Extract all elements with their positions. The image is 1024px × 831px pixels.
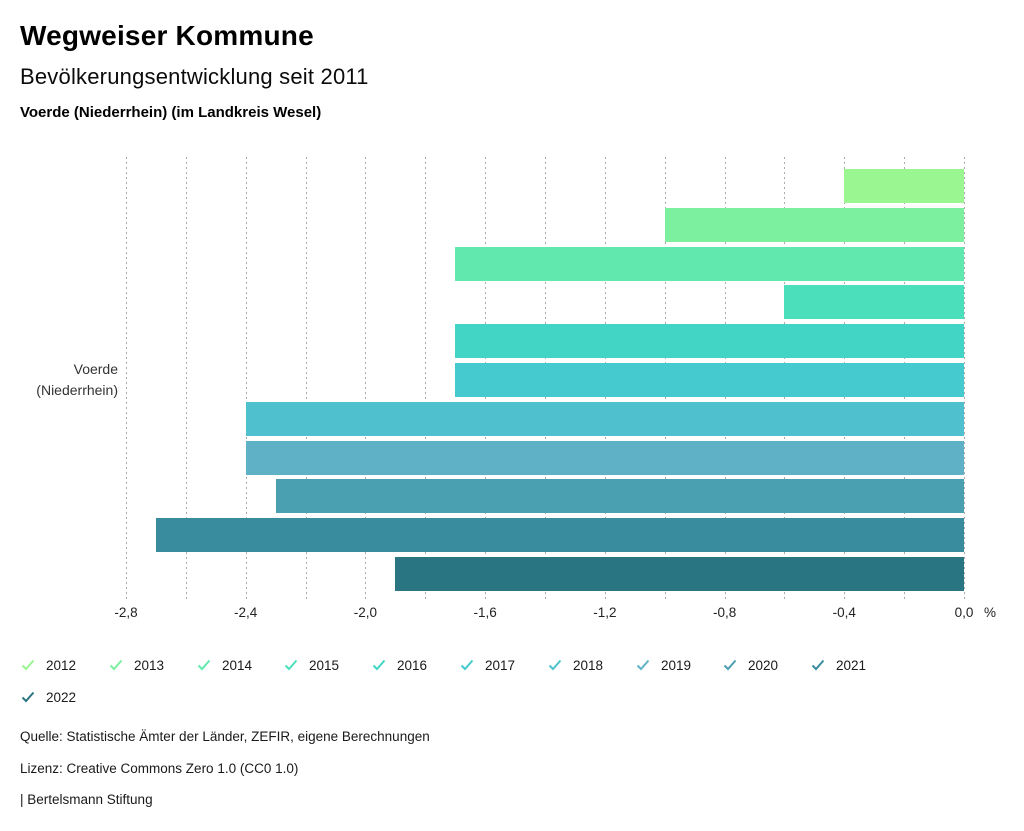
check-icon	[21, 659, 35, 671]
legend-label: 2013	[134, 657, 165, 673]
legend-item-2017[interactable]: 2017	[460, 657, 515, 673]
check-icon	[21, 691, 35, 703]
legend-item-2018[interactable]: 2018	[548, 657, 603, 673]
legend-item-2020[interactable]: 2020	[723, 657, 778, 673]
gridline	[425, 157, 427, 602]
bar-2022[interactable]	[395, 557, 964, 591]
bar-2016[interactable]	[455, 324, 964, 358]
gridline	[126, 157, 127, 602]
bar-2015[interactable]	[784, 285, 964, 319]
check-icon	[723, 659, 737, 671]
footer-license: Lizenz: Creative Commons Zero 1.0 (CC0 1…	[20, 761, 299, 776]
plot-area: -2,8 -2,4 -2,0 -1,6 -1,2 -0,8 -0,4 0,0%	[114, 157, 996, 620]
bar-2021[interactable]	[155, 518, 964, 552]
y-axis-category-line2: (Niederrhein)	[36, 381, 118, 398]
check-icon	[109, 659, 123, 671]
gridline	[305, 157, 307, 602]
legend-label: 2018	[573, 657, 604, 673]
bar-2020[interactable]	[275, 479, 964, 513]
legend-label: 2017	[485, 657, 516, 673]
page-title: Wegweiser Kommune	[20, 20, 314, 51]
bar-2018[interactable]	[245, 402, 964, 436]
gridline	[964, 157, 965, 602]
check-icon	[548, 659, 562, 671]
y-axis-category-line1: Voerde	[73, 361, 118, 377]
footer-attribution: | Bertelsmann Stiftung	[20, 792, 153, 807]
bar-2012[interactable]	[844, 169, 964, 203]
legend-item-2022[interactable]: 2022	[21, 689, 76, 705]
legend-item-2012[interactable]: 2012	[21, 657, 76, 673]
bar-2019[interactable]	[245, 441, 964, 475]
bar-2013[interactable]	[664, 208, 964, 242]
check-icon	[372, 659, 386, 671]
legend-item-2016[interactable]: 2016	[372, 657, 427, 673]
chart-location: Voerde (Niederrhein) (im Landkreis Wesel…	[20, 104, 322, 121]
legend-item-2019[interactable]: 2019	[636, 657, 691, 673]
legend-label: 2022	[46, 689, 77, 705]
gridline	[365, 157, 367, 602]
gridline	[185, 157, 187, 602]
legend-item-2013[interactable]: 2013	[109, 657, 164, 673]
legend-label: 2021	[836, 657, 867, 673]
check-icon	[811, 659, 825, 671]
x-tick-label: -1,6	[473, 605, 497, 620]
legend-label: 2019	[661, 657, 692, 673]
y-axis-category-label: Voerde (Niederrhein)	[0, 359, 118, 400]
footer-source: Quelle: Statistische Ämter der Länder, Z…	[20, 729, 430, 744]
x-tick-label: 0,0	[954, 605, 974, 620]
check-icon	[284, 659, 298, 671]
legend-label: 2015	[309, 657, 340, 673]
x-tick-label: -0,4	[832, 605, 856, 620]
gridline	[245, 157, 247, 602]
chart-subtitle: Bevölkerungsentwicklung seit 2011	[20, 64, 369, 89]
bar-2017[interactable]	[455, 363, 964, 397]
legend-label: 2012	[46, 657, 77, 673]
bar-2014[interactable]	[455, 247, 964, 281]
x-tick-label: -2,4	[234, 605, 258, 620]
legend-label: 2016	[397, 657, 428, 673]
x-tick-label: -0,8	[712, 605, 737, 620]
check-icon	[460, 659, 474, 671]
x-tick-label: -2,8	[114, 605, 138, 620]
legend-label: 2020	[748, 657, 779, 673]
legend-item-2015[interactable]: 2015	[284, 657, 339, 673]
legend-item-2021[interactable]: 2021	[811, 657, 866, 673]
check-icon	[197, 659, 211, 671]
x-axis-unit-label: %	[984, 605, 997, 620]
x-tick-label: -1,2	[593, 605, 617, 620]
check-icon	[636, 659, 650, 671]
legend-label: 2014	[222, 657, 253, 673]
legend-item-2014[interactable]: 2014	[197, 657, 252, 673]
x-tick-label: -2,0	[353, 605, 378, 620]
